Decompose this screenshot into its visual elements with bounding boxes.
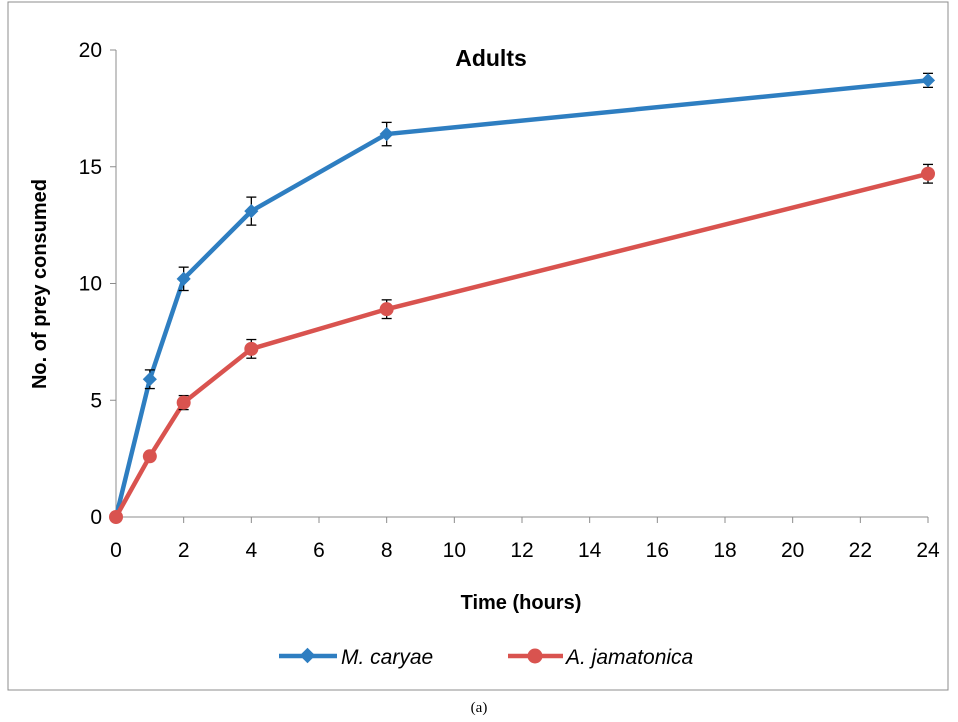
data-point-m-caryae	[176, 271, 191, 286]
y-tick-label: 20	[79, 39, 102, 62]
legend-label-a-jamatonica: A. jamatonica	[564, 646, 693, 669]
y-tick-label: 5	[90, 389, 102, 412]
data-point-m-caryae	[379, 126, 394, 142]
data-point-a-jamatonica	[142, 449, 157, 464]
series-line-a-jamatonica	[114, 171, 929, 519]
x-tick-label: 4	[245, 539, 257, 562]
chart-title: Adults	[455, 45, 527, 71]
legend-label-m-caryae: M. caryae	[341, 646, 433, 669]
x-tick-label: 24	[916, 539, 940, 562]
x-tick-label: 20	[781, 539, 804, 562]
figure-caption: (a)	[471, 700, 488, 716]
x-tick-label: 2	[178, 539, 190, 562]
x-tick-label: 22	[849, 539, 872, 562]
x-tick-label: 6	[313, 539, 325, 562]
data-point-m-caryae	[142, 372, 157, 387]
x-tick-label: 12	[510, 539, 533, 562]
x-tick-label: 18	[713, 539, 736, 562]
x-tick-label: 0	[110, 539, 122, 562]
legend-marker-a-jamatonica	[527, 648, 543, 664]
legend: M. caryae A. jamatonica	[279, 646, 693, 669]
x-tick-label: 14	[578, 539, 602, 562]
x-axis-title: Time (hours)	[461, 592, 582, 614]
data-point-a-jamatonica	[244, 341, 259, 356]
data-point-a-jamatonica	[379, 302, 394, 317]
x-tick-label: 16	[646, 539, 669, 562]
y-tick-label: 0	[90, 506, 102, 529]
y-tick-label: 10	[79, 273, 102, 296]
y-tick-label: 15	[79, 156, 102, 179]
x-tick-label: 10	[443, 539, 466, 562]
data-point-a-jamatonica	[109, 510, 123, 524]
chart-frame	[7, 1, 949, 691]
data-point-a-jamatonica	[921, 166, 935, 181]
series-line-m-caryae	[113, 78, 929, 518]
data-point-a-jamatonica	[176, 395, 191, 410]
y-axis-title: No. of prey consumed	[29, 179, 51, 389]
data-point-m-caryae	[920, 73, 936, 88]
x-tick-label: 8	[381, 539, 393, 562]
